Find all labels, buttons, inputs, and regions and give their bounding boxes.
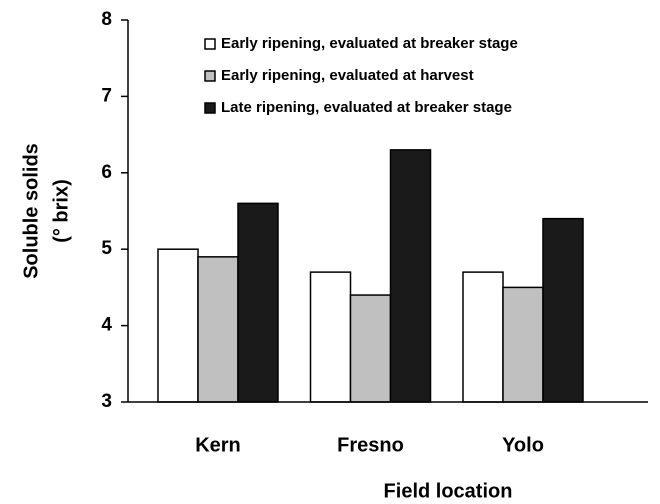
bar [157, 248, 199, 403]
bar [389, 149, 432, 403]
x-tick-label: Yolo [502, 434, 544, 456]
legend-label: Late ripening, evaluated at breaker stag… [221, 99, 512, 116]
y-tick-label: 7 [101, 85, 112, 106]
legend-swatch [204, 70, 216, 82]
x-axis-label: Field location [384, 480, 513, 502]
y-tick-label: 4 [101, 315, 112, 336]
bar [462, 271, 504, 403]
legend-swatch [204, 38, 216, 50]
legend-label: Early ripening, evaluated at breaker sta… [221, 35, 518, 52]
bar [309, 271, 352, 403]
bar [542, 217, 584, 403]
y-axis-label: (° brix) [50, 179, 72, 243]
bar [502, 286, 544, 403]
y-tick-label: 5 [101, 238, 112, 259]
bar [197, 256, 239, 403]
bar [237, 202, 279, 403]
y-tick-label: 6 [101, 162, 112, 183]
x-tick-label: Kern [195, 434, 241, 456]
legend-swatch [204, 102, 216, 114]
y-tick-label: 3 [101, 391, 112, 412]
x-tick-label: Fresno [337, 434, 404, 456]
y-tick-label: 8 [101, 9, 112, 30]
bar [349, 294, 392, 403]
legend-label: Early ripening, evaluated at harvest [221, 67, 474, 84]
y-axis-label: Soluble solids [20, 143, 42, 279]
